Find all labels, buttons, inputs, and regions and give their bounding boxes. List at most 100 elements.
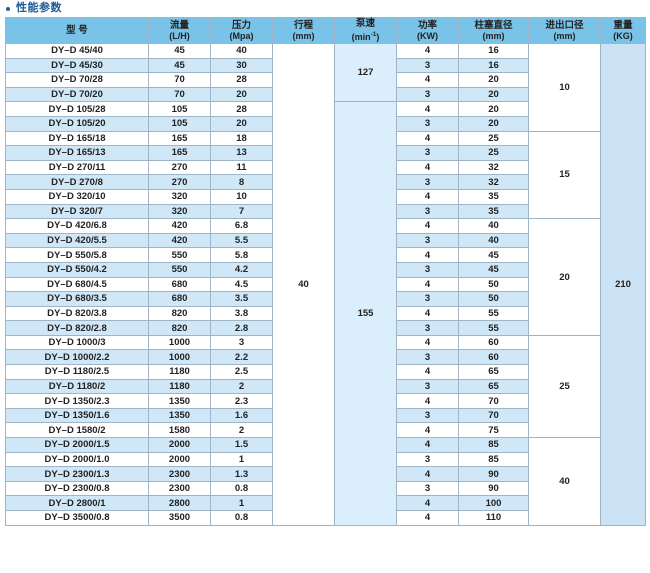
cell-flow: 165 (148, 145, 211, 161)
cell-power: 4 (396, 334, 459, 351)
cell-piston-diameter: 85 (458, 451, 529, 468)
cell-model: DY–D 70/20 (5, 86, 149, 103)
cell-flow: 45 (148, 43, 211, 59)
cell-piston-diameter: 16 (458, 43, 529, 59)
table-row: DY–D 3500/0.8 3500 0.8 4 110 (5, 510, 646, 526)
cell-model: DY–D 820/3.8 (5, 305, 149, 322)
cell-pressure: 40 (210, 43, 273, 59)
cell-pressure: 11 (210, 159, 273, 176)
cell-model: DY–D 820/2.8 (5, 320, 149, 336)
cell-model: DY–D 1000/3 (5, 334, 149, 351)
cell-piston-diameter: 40 (458, 218, 529, 234)
header-power-label: 功率 (417, 19, 437, 31)
table-row: DY–D 165/13 165 13 3 25 (5, 145, 646, 161)
cell-piston-diameter: 20 (458, 101, 529, 117)
cell-piston-diameter: 20 (458, 86, 529, 103)
cell-model: DY–D 320/10 (5, 188, 149, 205)
cell-model: DY–D 550/5.8 (5, 247, 149, 263)
cell-power: 4 (396, 495, 459, 511)
table-row: DY–D 2300/1.3 2300 1.3 4 90 (5, 466, 646, 482)
cell-model: DY–D 1180/2 (5, 378, 149, 395)
cell-piston-diameter: 60 (458, 349, 529, 366)
cell-power: 4 (396, 247, 459, 263)
cell-flow: 70 (148, 86, 211, 103)
cell-flow: 680 (148, 291, 211, 307)
cell-flow: 70 (148, 72, 211, 88)
cell-pressure: 1.5 (210, 437, 273, 453)
cell-power: 4 (396, 276, 459, 293)
cell-flow: 1180 (148, 378, 211, 395)
cell-pressure: 20 (210, 86, 273, 103)
header-flow-unit: (L/H) (169, 30, 190, 41)
table-row: DY–D 2000/1.0 2000 1 3 85 (5, 451, 646, 468)
header-pressure-unit: (Mpa) (229, 30, 254, 41)
cell-pressure: 1.3 (210, 466, 273, 482)
cell-port-diameter: 15 (528, 130, 601, 220)
cell-model: DY–D 680/3.5 (5, 291, 149, 307)
cell-piston-diameter: 50 (458, 276, 529, 293)
cell-power: 4 (396, 422, 459, 439)
table-row: DY–D 2800/1 2800 1 4 100 (5, 495, 646, 511)
cell-piston-diameter: 90 (458, 466, 529, 482)
cell-pressure: 3 (210, 334, 273, 351)
table-row: DY–D 1350/1.6 1350 1.6 3 70 (5, 407, 646, 424)
cell-flow: 680 (148, 276, 211, 293)
cell-power: 3 (396, 378, 459, 395)
header-weight-label: 重量 (613, 19, 633, 31)
cell-port-diameter: 25 (528, 334, 601, 439)
header-weight-unit: (KG) (613, 30, 633, 41)
table-row: DY–D 45/40 45 40 40 127 4 16 10 210 (5, 42, 646, 526)
cell-flow: 820 (148, 320, 211, 336)
cell-model: DY–D 420/6.8 (5, 218, 149, 234)
cell-power: 3 (396, 174, 459, 190)
cell-flow: 105 (148, 115, 211, 132)
cell-flow: 550 (148, 261, 211, 278)
cell-power: 4 (396, 43, 459, 59)
performance-parameters-table: 型 号 流量 (L/H) 压力 (Mpa) 行程 (mm) (5, 17, 646, 526)
cell-power: 3 (396, 291, 459, 307)
cell-model: DY–D 2300/0.8 (5, 480, 149, 497)
cell-flow: 1000 (148, 334, 211, 351)
cell-model: DY–D 1350/2.3 (5, 393, 149, 409)
cell-pump-speed: 155 (334, 101, 397, 526)
cell-power: 3 (396, 203, 459, 220)
cell-pressure: 28 (210, 72, 273, 88)
cell-flow: 2000 (148, 437, 211, 453)
header-piston-diameter-unit: (mm) (482, 30, 505, 41)
cell-model: DY–D 2800/1 (5, 495, 149, 511)
header-flow: 流量 (L/H) (148, 17, 211, 44)
cell-flow: 420 (148, 232, 211, 249)
cell-power: 3 (396, 320, 459, 336)
cell-piston-diameter: 45 (458, 247, 529, 263)
header-row: 型 号 流量 (L/H) 压力 (Mpa) 行程 (mm) (5, 17, 646, 44)
cell-pressure: 3.5 (210, 291, 273, 307)
cell-model: DY–D 320/7 (5, 203, 149, 220)
cell-model: DY–D 2300/1.3 (5, 466, 149, 482)
cell-pressure: 10 (210, 188, 273, 205)
cell-model: DY–D 70/28 (5, 72, 149, 88)
table-row: DY–D 320/7 320 7 3 35 (5, 203, 646, 220)
cell-model: DY–D 45/30 (5, 57, 149, 74)
cell-power: 3 (396, 145, 459, 161)
cell-flow: 1580 (148, 422, 211, 439)
cell-flow: 45 (148, 57, 211, 74)
cell-flow: 270 (148, 159, 211, 176)
cell-power: 3 (396, 115, 459, 132)
cell-pressure: 3.8 (210, 305, 273, 322)
cell-power: 3 (396, 480, 459, 497)
cell-model: DY–D 3500/0.8 (5, 510, 149, 526)
header-pump-speed: 泵速 (min-1) (334, 17, 397, 44)
header-stroke-unit: (mm) (292, 30, 315, 41)
cell-pump-speed: 127 (334, 42, 397, 103)
cell-flow: 1000 (148, 349, 211, 366)
cell-piston-diameter: 75 (458, 422, 529, 439)
cell-flow: 2000 (148, 451, 211, 468)
cell-power: 4 (396, 393, 459, 409)
cell-flow: 1350 (148, 393, 211, 409)
table-row: DY–D 1350/2.3 1350 2.3 4 70 (5, 393, 646, 409)
cell-model: DY–D 550/4.2 (5, 261, 149, 278)
table-container: 型 号 流量 (L/H) 压力 (Mpa) 行程 (mm) (0, 17, 650, 526)
cell-piston-diameter: 85 (458, 437, 529, 453)
cell-pressure: 1 (210, 451, 273, 468)
